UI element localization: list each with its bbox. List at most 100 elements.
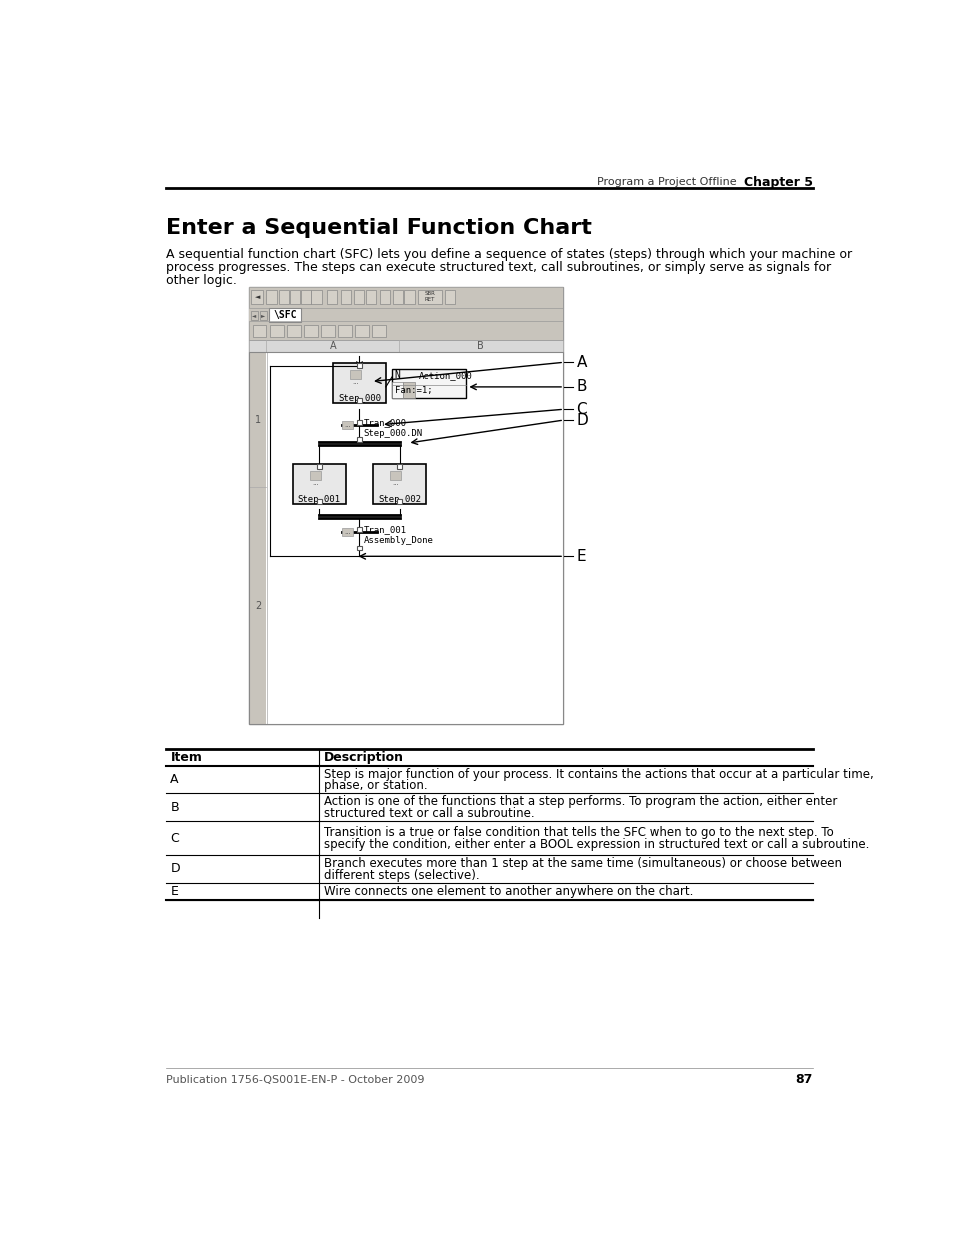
Bar	[392, 369, 465, 399]
Bar	[337, 325, 352, 337]
Text: Wire connects one element to another anywhere on the chart.: Wire connects one element to another any…	[323, 884, 693, 898]
Bar	[316, 464, 321, 468]
Text: ◄: ◄	[254, 294, 259, 300]
Bar	[327, 290, 336, 304]
Text: Step is major function of your process. It contains the actions that occur at a : Step is major function of your process. …	[323, 768, 873, 781]
Text: process progresses. The steps can execute structured text, call subroutines, or : process progresses. The steps can execut…	[166, 262, 830, 274]
Text: 87: 87	[795, 1073, 812, 1087]
Bar	[269, 308, 301, 322]
Text: Description: Description	[323, 751, 403, 763]
Text: A sequential function chart (SFC) lets you define a sequence of states (steps) t: A sequential function chart (SFC) lets y…	[166, 248, 851, 262]
Bar	[249, 321, 562, 340]
Bar	[300, 290, 311, 304]
Text: ...: ...	[344, 530, 351, 536]
Text: Action_000: Action_000	[418, 370, 472, 380]
Bar	[320, 325, 335, 337]
Text: D: D	[171, 862, 180, 876]
Text: Chapter 5: Chapter 5	[743, 175, 812, 189]
Text: \SFC: \SFC	[274, 310, 296, 320]
Text: phase, or station.: phase, or station.	[323, 779, 427, 793]
Text: ...: ...	[392, 480, 399, 487]
Bar	[249, 287, 562, 308]
Bar	[259, 311, 266, 320]
Text: Step_001: Step_001	[297, 495, 340, 504]
Bar	[356, 546, 361, 550]
Text: SBR
RET: SBR RET	[424, 291, 435, 303]
Text: Step_000.DN: Step_000.DN	[363, 430, 422, 438]
Bar	[310, 471, 320, 480]
Bar	[249, 352, 266, 724]
Text: Step_002: Step_002	[378, 495, 421, 504]
Bar	[402, 383, 415, 399]
Text: Action is one of the functions that a step performs. To program the action, eith: Action is one of the functions that a st…	[323, 795, 837, 809]
Bar	[251, 290, 263, 304]
Bar	[303, 325, 317, 337]
Bar	[393, 290, 402, 304]
Text: Publication 1756-QS001E-EN-P - October 2009: Publication 1756-QS001E-EN-P - October 2…	[166, 1074, 424, 1084]
Text: E: E	[576, 548, 585, 564]
Bar	[253, 325, 266, 337]
Bar	[249, 287, 562, 724]
Text: A: A	[329, 341, 335, 351]
Bar	[354, 290, 364, 304]
Bar	[342, 527, 353, 536]
Bar	[316, 499, 321, 504]
Bar	[356, 363, 361, 368]
Text: ...: ...	[352, 379, 358, 385]
Text: A: A	[576, 354, 586, 369]
Text: A: A	[171, 773, 179, 787]
Bar	[251, 311, 257, 320]
Text: Enter a Sequential Function Chart: Enter a Sequential Function Chart	[166, 217, 591, 237]
Text: E: E	[171, 884, 178, 898]
Bar	[290, 290, 299, 304]
Bar	[373, 464, 426, 504]
Text: ...: ...	[344, 422, 351, 429]
Text: ►: ►	[260, 312, 265, 317]
Text: specify the condition, either enter a BOOL expression in structured text or call: specify the condition, either enter a BO…	[323, 837, 868, 851]
Text: different steps (selective).: different steps (selective).	[323, 868, 479, 882]
Text: Assembly_Done: Assembly_Done	[363, 536, 433, 546]
Text: Tran_001: Tran_001	[363, 525, 406, 534]
Bar	[392, 383, 402, 399]
Bar	[286, 325, 300, 337]
Bar	[397, 464, 402, 468]
Text: B: B	[576, 379, 586, 394]
Text: 1: 1	[254, 415, 261, 425]
Bar	[249, 287, 562, 308]
Bar	[379, 290, 390, 304]
Text: C: C	[576, 401, 586, 416]
Text: Tran_000: Tran_000	[363, 417, 406, 427]
Bar	[444, 290, 455, 304]
Bar	[249, 352, 562, 724]
Text: D: D	[576, 412, 588, 427]
Bar	[404, 290, 415, 304]
Bar	[418, 290, 441, 304]
Text: Step_000: Step_000	[337, 394, 380, 403]
Text: 2: 2	[254, 600, 261, 610]
Bar	[266, 290, 276, 304]
Bar	[311, 290, 321, 304]
Bar	[278, 290, 289, 304]
Bar	[249, 321, 562, 340]
Bar	[397, 499, 402, 504]
Bar	[266, 352, 562, 724]
Bar	[293, 464, 345, 504]
Bar	[356, 527, 361, 531]
Bar	[270, 325, 283, 337]
Bar	[249, 352, 266, 724]
Text: B: B	[476, 341, 484, 351]
Text: Branch executes more than 1 step at the same time (simultaneous) or choose betwe: Branch executes more than 1 step at the …	[323, 857, 841, 869]
Bar	[372, 325, 385, 337]
Bar	[365, 290, 375, 304]
Bar	[342, 421, 353, 430]
Text: structured text or call a subroutine.: structured text or call a subroutine.	[323, 806, 534, 820]
Bar	[333, 363, 385, 403]
Text: N: N	[395, 370, 400, 380]
Bar	[340, 290, 351, 304]
Bar	[356, 437, 361, 442]
Text: Transition is a true or false condition that tells the SFC when to go to the nex: Transition is a true or false condition …	[323, 826, 833, 840]
Text: ...: ...	[312, 480, 318, 487]
Bar	[356, 420, 361, 425]
Bar	[249, 340, 562, 352]
Text: Program a Project Offline: Program a Project Offline	[597, 177, 737, 186]
